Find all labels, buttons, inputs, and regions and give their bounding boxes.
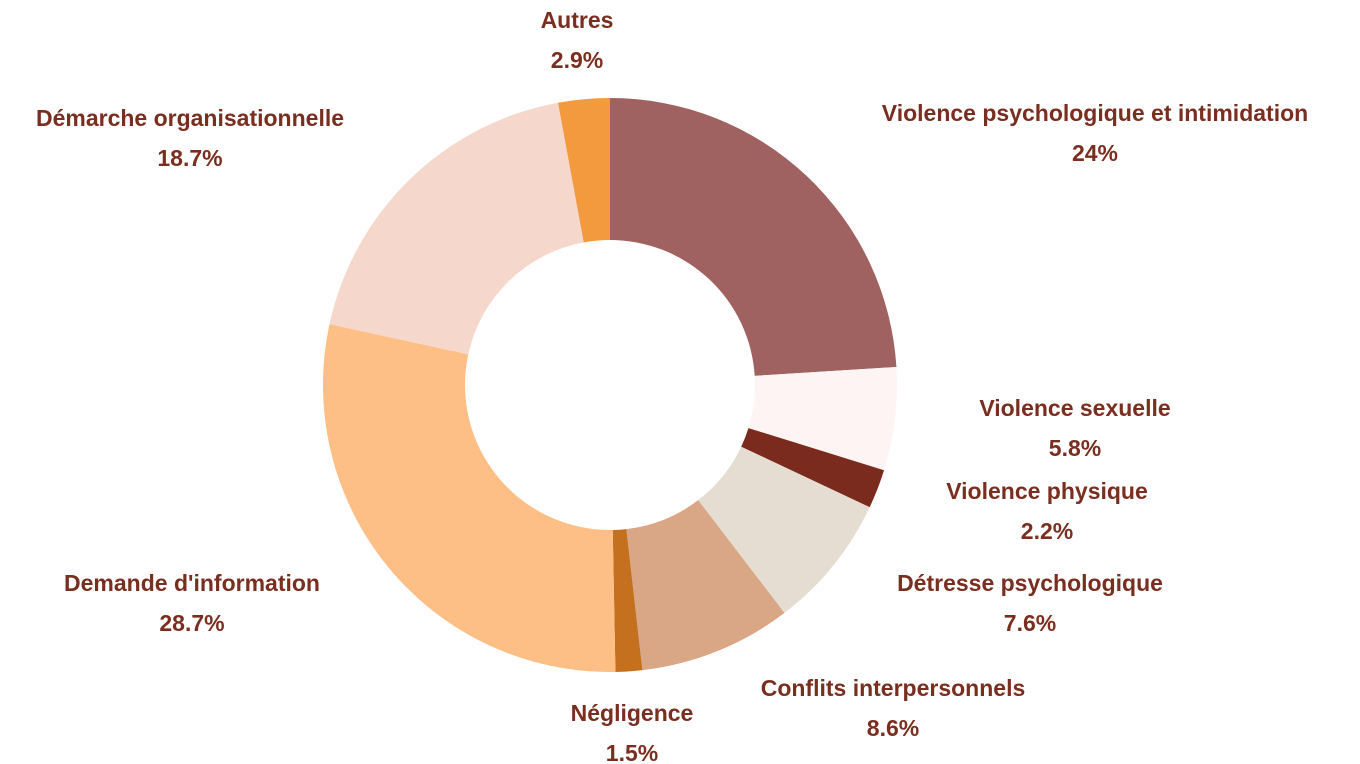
segment-value-label: 2.2% [1021, 518, 1073, 544]
segment-value-label: 28.7% [159, 610, 224, 636]
segment-name: Démarche organisationnelle [36, 105, 344, 131]
donut-segment [612, 529, 643, 672]
segment-name: Demande d'information [64, 570, 320, 596]
segment-value-label: 18.7% [157, 145, 222, 171]
donut-segment [557, 98, 610, 243]
segment-name: Violence sexuelle [979, 395, 1170, 421]
segment-name: Détresse psychologique [897, 570, 1163, 596]
donut-segment [741, 428, 885, 508]
segment-value-label: 7.6% [1004, 610, 1056, 636]
segment-value-label: 1.5% [606, 740, 658, 764]
segment-name: Violence psychologique et intimidation [882, 100, 1308, 126]
donut-segment [748, 366, 897, 471]
segment-value-label: 8.6% [867, 715, 919, 741]
segment-value-label: 2.9% [551, 47, 603, 73]
donut-segment [329, 102, 584, 355]
segment-value-label: 24% [1072, 140, 1118, 166]
donut-segment [323, 324, 616, 673]
segment-value-label: 5.8% [1049, 435, 1101, 461]
segment-name: Autres [541, 7, 614, 33]
segment-name: Négligence [571, 700, 694, 726]
segment-name: Violence physique [946, 478, 1148, 504]
donut-segment [610, 98, 897, 376]
segment-name: Conflits interpersonnels [761, 675, 1026, 701]
donut-segment [626, 500, 785, 671]
donut-segment [698, 446, 870, 613]
